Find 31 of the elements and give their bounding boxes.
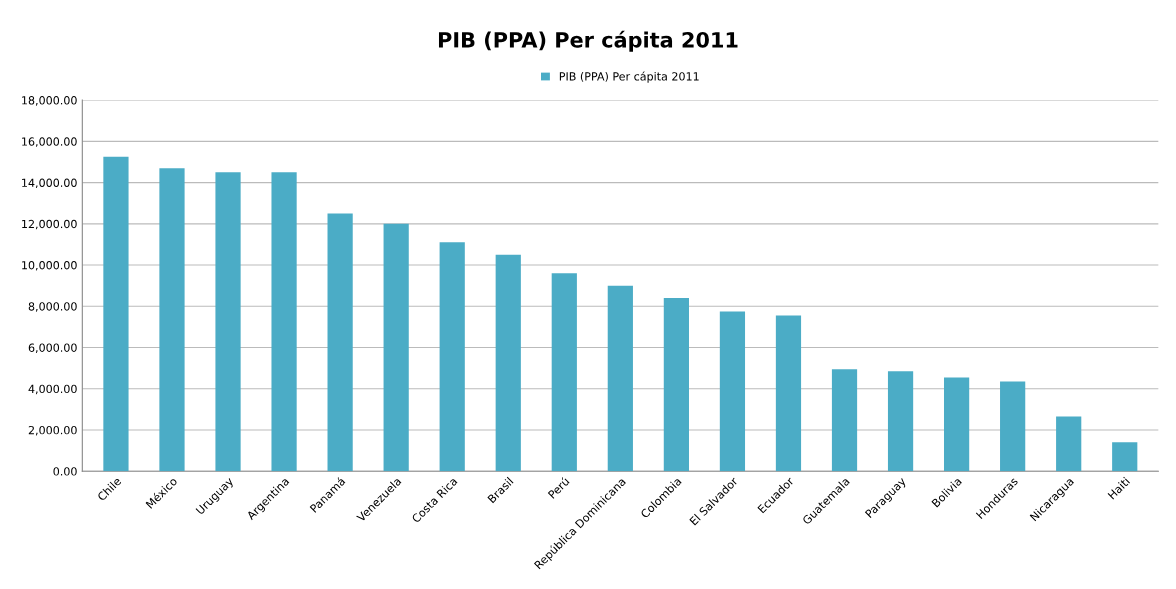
bar	[775, 315, 802, 472]
bar	[383, 223, 409, 472]
y-tick-label: 18,000.00	[22, 96, 77, 106]
bar	[831, 369, 858, 472]
bar	[215, 172, 241, 472]
bar	[719, 311, 746, 472]
bar	[1112, 442, 1138, 472]
y-tick-label: 10,000.00	[22, 261, 77, 271]
bar	[495, 254, 521, 472]
bar	[607, 285, 633, 472]
y-tick-label: 8,000.00	[28, 302, 77, 312]
bar	[327, 213, 353, 472]
bar	[1000, 381, 1026, 472]
y-tick-label: 16,000.00	[22, 137, 77, 147]
y-tick-label: 0.00	[53, 467, 77, 476]
bar	[439, 242, 465, 472]
y-tick-label: 6,000.00	[28, 343, 77, 354]
bar	[159, 168, 185, 472]
legend-label: PIB (PPA) Per cápita 2011	[559, 71, 699, 83]
y-tick-label: 12,000.00	[22, 219, 77, 230]
chart-title: PIB (PPA) Per cápita 2011	[438, 30, 738, 52]
bar	[551, 273, 577, 472]
bar	[887, 371, 914, 472]
bar	[103, 156, 129, 472]
bar	[663, 298, 689, 472]
y-tick-label: 14,000.00	[22, 178, 77, 189]
bar	[943, 377, 970, 472]
bar	[1056, 416, 1082, 472]
bar	[271, 172, 297, 472]
y-tick-label: 4,000.00	[28, 384, 77, 395]
y-tick-label: 2,000.00	[28, 425, 77, 436]
